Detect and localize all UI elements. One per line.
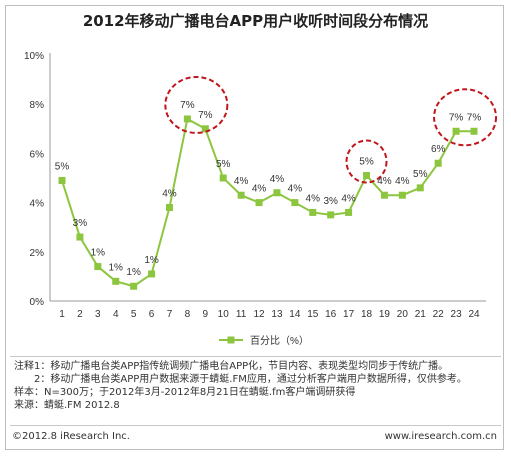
data-label: 4% xyxy=(252,184,267,195)
series-line xyxy=(61,117,474,288)
x-tick-label: 15 xyxy=(307,309,319,320)
data-point xyxy=(183,115,191,123)
x-tick-label: 19 xyxy=(379,309,391,320)
data-point xyxy=(363,172,371,180)
data-label: 7% xyxy=(449,112,464,123)
data-label: 3% xyxy=(323,196,338,207)
data-point xyxy=(237,191,245,199)
chart-notes: 注释1：移动广播电台类APP指传统调频广播电台APP化，节目内容、表现类型均同步… xyxy=(14,360,504,412)
legend-marker xyxy=(227,336,235,344)
note-2: 2：移动广播电台类APP用户数据来源于蜻蜓.FM应用，通过分析客户端用户数据所得… xyxy=(14,374,467,385)
data-point xyxy=(398,191,406,199)
x-tick-label: 8 xyxy=(185,309,191,320)
data-label: 4% xyxy=(234,176,249,187)
data-label: 4% xyxy=(341,193,356,204)
highlight-circle xyxy=(433,88,498,147)
data-label: 5% xyxy=(216,159,231,170)
highlight-circle xyxy=(164,75,229,134)
y-tick-label: 4% xyxy=(30,199,45,210)
x-tick-label: 13 xyxy=(271,309,283,320)
data-label: 1% xyxy=(109,262,124,273)
y-tick-label: 2% xyxy=(30,248,45,259)
data-point xyxy=(434,159,442,167)
data-label: 5% xyxy=(359,157,374,168)
y-tick-label: 6% xyxy=(30,149,45,160)
data-point xyxy=(327,211,335,219)
x-tick-label: 12 xyxy=(253,309,265,320)
y-tick-label: 10% xyxy=(24,51,44,62)
data-label: 5% xyxy=(55,161,70,172)
x-tick-label: 1 xyxy=(59,309,65,320)
y-tick-label: 0% xyxy=(30,297,45,308)
data-label: 1% xyxy=(91,248,106,259)
x-tick-label: 11 xyxy=(236,309,247,320)
footer-website: www.iresearch.com.cn xyxy=(384,431,497,442)
x-tick-label: 10 xyxy=(218,309,230,320)
data-point xyxy=(291,199,299,207)
data-label: 4% xyxy=(395,176,410,187)
data-point xyxy=(416,184,424,192)
line-chart: 0%2%4%6%8%10%1 2 3 4 5 6 7 8 9 10 11 12 13 14 15 16 17 18… xyxy=(24,51,498,347)
data-label: 4% xyxy=(377,176,392,187)
footer-divider xyxy=(10,425,501,426)
data-label: 3% xyxy=(73,218,88,229)
x-tick-label: 3 xyxy=(95,309,101,320)
data-point xyxy=(309,208,317,216)
notes-divider xyxy=(10,356,501,357)
x-tick-label: 21 xyxy=(415,309,427,320)
x-tick-label: 20 xyxy=(397,309,409,320)
x-tick-label: 23 xyxy=(451,309,463,320)
data-label: 7% xyxy=(467,112,482,123)
data-label: 4% xyxy=(270,174,285,185)
data-label: 4% xyxy=(162,189,177,200)
data-point xyxy=(94,263,102,271)
data-label: 1% xyxy=(144,255,159,266)
data-point xyxy=(58,176,66,184)
data-point xyxy=(112,277,120,285)
data-label: 1% xyxy=(126,267,141,278)
data-point xyxy=(201,125,209,133)
x-tick-label: 5 xyxy=(131,309,137,320)
x-tick-label: 2 xyxy=(77,309,83,320)
data-point xyxy=(345,208,353,216)
x-tick-label: 16 xyxy=(325,309,337,320)
note-1: 注释1：移动广播电台类APP指传统调频广播电台APP化，节目内容、表现类型均同步… xyxy=(14,361,449,372)
chart-title: 2012年移动广播电台APP用户收听时间段分布情况 xyxy=(82,12,429,30)
note-source: 来源：蜻蜓.FM 2012.8 xyxy=(14,400,120,411)
note-sample: 样本：N=300万；于2012年3月-2012年8月21日在蜻蜓.fm客户端调研… xyxy=(14,387,356,398)
x-tick-label: 4 xyxy=(113,309,119,320)
data-point xyxy=(380,191,388,199)
data-point xyxy=(219,174,227,182)
x-tick-label: 24 xyxy=(468,309,480,320)
x-tick-label: 6 xyxy=(149,309,155,320)
x-tick-label: 9 xyxy=(203,309,209,320)
x-tick-label: 14 xyxy=(289,309,301,320)
footer-copyright: ©2012.8 iResearch Inc. xyxy=(12,431,130,442)
data-label: 5% xyxy=(413,169,428,180)
data-point xyxy=(255,199,263,207)
x-tick-label: 22 xyxy=(433,309,445,320)
data-label: 7% xyxy=(180,100,195,111)
y-tick-label: 8% xyxy=(30,100,45,111)
data-label: 6% xyxy=(431,144,446,155)
data-point xyxy=(76,233,84,241)
highlight-circle xyxy=(345,139,388,184)
data-label: 4% xyxy=(306,193,321,204)
chart-frame xyxy=(5,5,504,450)
data-label: 4% xyxy=(288,184,303,195)
x-tick-label: 7 xyxy=(167,309,173,320)
x-tick-label: 18 xyxy=(361,309,373,320)
data-point xyxy=(148,270,156,278)
x-tick-label: 17 xyxy=(343,309,355,320)
data-point xyxy=(130,282,138,290)
legend-label: 百分比（%） xyxy=(250,335,309,347)
data-point xyxy=(452,127,460,135)
data-point xyxy=(470,127,478,135)
data-point xyxy=(165,204,173,212)
data-point xyxy=(273,189,281,197)
data-label: 7% xyxy=(198,110,213,121)
